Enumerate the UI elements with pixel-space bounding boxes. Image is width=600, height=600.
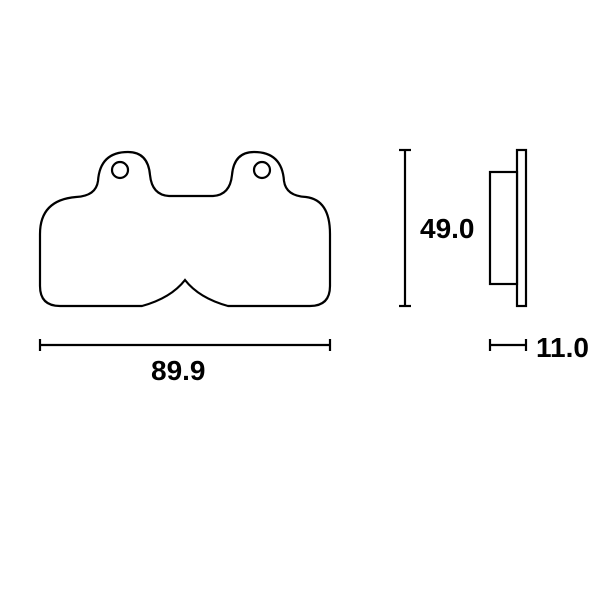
backing-plate [517, 150, 526, 306]
drawing-svg [0, 0, 600, 600]
thickness-label: 11.0 [536, 332, 589, 364]
front-view [40, 152, 330, 306]
dimension-thickness [490, 339, 526, 351]
side-view [490, 150, 526, 306]
height-label: 49.0 [420, 213, 475, 245]
friction-material [490, 172, 517, 284]
width-label: 89.9 [151, 355, 206, 387]
mounting-hole-left [112, 162, 128, 178]
diagram-canvas: 89.9 49.0 11.0 [0, 0, 600, 600]
mounting-hole-right [254, 162, 270, 178]
dimension-height [399, 150, 411, 306]
dimension-width [40, 339, 330, 351]
brake-pad-outline [40, 152, 330, 306]
